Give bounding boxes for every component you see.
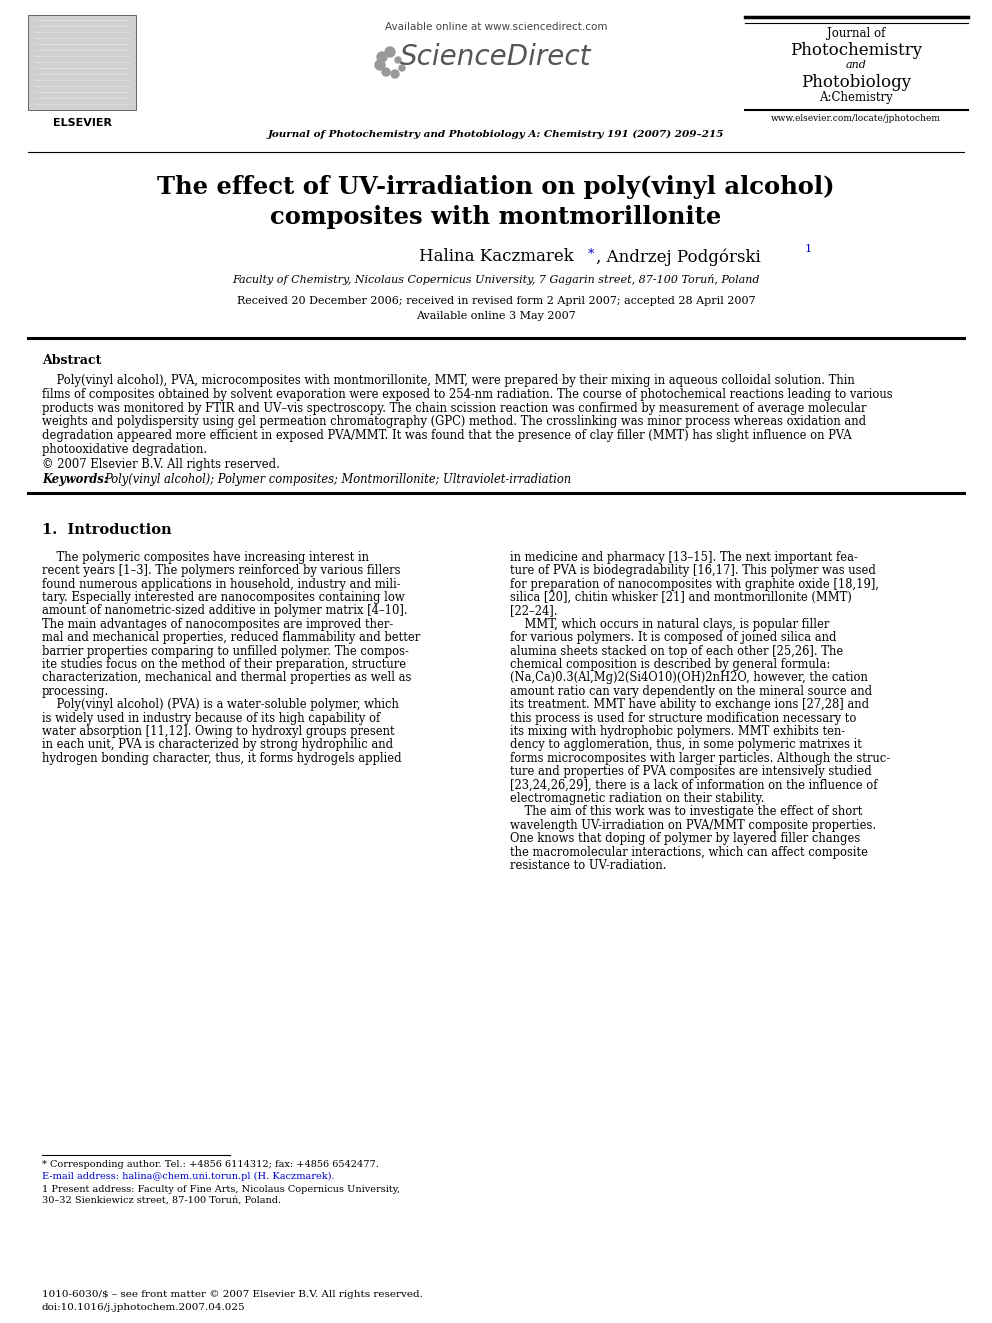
Text: One knows that doping of polymer by layered filler changes: One knows that doping of polymer by laye… bbox=[510, 832, 860, 845]
Text: The polymeric composites have increasing interest in: The polymeric composites have increasing… bbox=[42, 550, 369, 564]
Text: tary. Especially interested are nanocomposites containing low: tary. Especially interested are nanocomp… bbox=[42, 591, 405, 605]
Text: in medicine and pharmacy [13–15]. The next important fea-: in medicine and pharmacy [13–15]. The ne… bbox=[510, 550, 858, 564]
Text: The effect of UV-irradiation on poly(vinyl alcohol): The effect of UV-irradiation on poly(vin… bbox=[158, 175, 834, 198]
Text: MMT, which occurs in natural clays, is popular filler: MMT, which occurs in natural clays, is p… bbox=[510, 618, 829, 631]
Text: this process is used for structure modification necessary to: this process is used for structure modif… bbox=[510, 712, 856, 725]
Text: the macromolecular interactions, which can affect composite: the macromolecular interactions, which c… bbox=[510, 845, 868, 859]
Text: Poly(vinyl alcohol); Polymer composites; Montmorillonite; Ultraviolet-irradiatio: Poly(vinyl alcohol); Polymer composites;… bbox=[104, 472, 571, 486]
Text: electromagnetic radiation on their stability.: electromagnetic radiation on their stabi… bbox=[510, 792, 765, 804]
Text: ite studies focus on the method of their preparation, structure: ite studies focus on the method of their… bbox=[42, 658, 406, 671]
Text: Poly(vinyl alcohol) (PVA) is a water-soluble polymer, which: Poly(vinyl alcohol) (PVA) is a water-sol… bbox=[42, 699, 399, 712]
Text: resistance to UV-radiation.: resistance to UV-radiation. bbox=[510, 859, 667, 872]
Text: Available online at www.sciencedirect.com: Available online at www.sciencedirect.co… bbox=[385, 22, 607, 32]
Text: for preparation of nanocomposites with graphite oxide [18,19],: for preparation of nanocomposites with g… bbox=[510, 578, 879, 590]
Text: 30–32 Sienkiewicz street, 87-100 Toruń, Poland.: 30–32 Sienkiewicz street, 87-100 Toruń, … bbox=[42, 1196, 281, 1205]
Bar bbox=[28, 15, 136, 110]
Text: 1: 1 bbox=[805, 243, 812, 254]
Text: E-mail address: halina@chem.uni.torun.pl (H. Kaczmarek).: E-mail address: halina@chem.uni.torun.pl… bbox=[42, 1172, 334, 1181]
Text: wavelength UV-irradiation on PVA/MMT composite properties.: wavelength UV-irradiation on PVA/MMT com… bbox=[510, 819, 876, 832]
Text: characterization, mechanical and thermal properties as well as: characterization, mechanical and thermal… bbox=[42, 671, 412, 684]
Text: photooxidative degradation.: photooxidative degradation. bbox=[42, 443, 207, 456]
Circle shape bbox=[377, 52, 387, 62]
Text: barrier properties comparing to unfilled polymer. The compos-: barrier properties comparing to unfilled… bbox=[42, 644, 409, 658]
Text: doi:10.1016/j.jphotochem.2007.04.025: doi:10.1016/j.jphotochem.2007.04.025 bbox=[42, 1303, 246, 1312]
Text: * Corresponding author. Tel.: +4856 6114312; fax: +4856 6542477.: * Corresponding author. Tel.: +4856 6114… bbox=[42, 1160, 379, 1170]
Text: its mixing with hydrophobic polymers. MMT exhibits ten-: its mixing with hydrophobic polymers. MM… bbox=[510, 725, 845, 738]
Text: for various polymers. It is composed of joined silica and: for various polymers. It is composed of … bbox=[510, 631, 836, 644]
Text: amount of nanometric-sized additive in polymer matrix [4–10].: amount of nanometric-sized additive in p… bbox=[42, 605, 408, 618]
Circle shape bbox=[395, 57, 401, 64]
Text: Photochemistry: Photochemistry bbox=[790, 42, 922, 60]
Text: dency to agglomeration, thus, in some polymeric matrixes it: dency to agglomeration, thus, in some po… bbox=[510, 738, 862, 751]
Text: mal and mechanical properties, reduced flammability and better: mal and mechanical properties, reduced f… bbox=[42, 631, 421, 644]
Text: ture and properties of PVA composites are intensively studied: ture and properties of PVA composites ar… bbox=[510, 765, 872, 778]
Text: , Andrzej Podgórski: , Andrzej Podgórski bbox=[596, 247, 761, 266]
Text: Journal of Photochemistry and Photobiology A: Chemistry 191 (2007) 209–215: Journal of Photochemistry and Photobiolo… bbox=[268, 130, 724, 139]
Text: products was monitored by FTIR and UV–vis spectroscopy. The chain scission react: products was monitored by FTIR and UV–vi… bbox=[42, 402, 866, 414]
Text: alumina sheets stacked on top of each other [25,26]. The: alumina sheets stacked on top of each ot… bbox=[510, 644, 843, 658]
Text: Journal of: Journal of bbox=[826, 26, 885, 40]
Text: silica [20], chitin whisker [21] and montmorillonite (MMT): silica [20], chitin whisker [21] and mon… bbox=[510, 591, 852, 605]
Text: *: * bbox=[588, 247, 594, 261]
Text: amount ratio can vary dependently on the mineral source and: amount ratio can vary dependently on the… bbox=[510, 685, 872, 697]
Text: composites with montmorillonite: composites with montmorillonite bbox=[271, 205, 721, 229]
Text: Halina Kaczmarek: Halina Kaczmarek bbox=[419, 247, 573, 265]
Text: 1 Present address: Faculty of Fine Arts, Nicolaus Copernicus University,: 1 Present address: Faculty of Fine Arts,… bbox=[42, 1185, 400, 1193]
Text: chemical composition is described by general formula:: chemical composition is described by gen… bbox=[510, 658, 830, 671]
Text: Keywords:: Keywords: bbox=[42, 472, 116, 486]
Text: The aim of this work was to investigate the effect of short: The aim of this work was to investigate … bbox=[510, 806, 862, 819]
Text: A:Chemistry: A:Chemistry bbox=[819, 91, 893, 105]
Text: Abstract: Abstract bbox=[42, 355, 101, 366]
Text: processing.: processing. bbox=[42, 685, 109, 697]
Text: 1010-6030/$ – see front matter © 2007 Elsevier B.V. All rights reserved.: 1010-6030/$ – see front matter © 2007 El… bbox=[42, 1290, 423, 1299]
Text: Received 20 December 2006; received in revised form 2 April 2007; accepted 28 Ap: Received 20 December 2006; received in r… bbox=[237, 296, 755, 306]
Text: (Na,Ca)0.3(Al,Mg)2(Si4O10)(OH)2nH2O, however, the cation: (Na,Ca)0.3(Al,Mg)2(Si4O10)(OH)2nH2O, how… bbox=[510, 671, 868, 684]
Circle shape bbox=[375, 60, 385, 70]
Text: The main advantages of nanocomposites are improved ther-: The main advantages of nanocomposites ar… bbox=[42, 618, 393, 631]
Text: Photobiology: Photobiology bbox=[801, 74, 911, 91]
Text: is widely used in industry because of its high capability of: is widely used in industry because of it… bbox=[42, 712, 380, 725]
Text: [23,24,26,29], there is a lack of information on the influence of: [23,24,26,29], there is a lack of inform… bbox=[510, 779, 878, 791]
Text: Poly(vinyl alcohol), PVA, microcomposites with montmorillonite, MMT, were prepar: Poly(vinyl alcohol), PVA, microcomposite… bbox=[42, 374, 855, 388]
Text: ScienceDirect: ScienceDirect bbox=[400, 44, 592, 71]
Circle shape bbox=[399, 65, 405, 71]
Text: www.elsevier.com/locate/jphotochem: www.elsevier.com/locate/jphotochem bbox=[771, 114, 941, 123]
Text: recent years [1–3]. The polymers reinforced by various fillers: recent years [1–3]. The polymers reinfor… bbox=[42, 564, 401, 577]
Text: forms microcomposites with larger particles. Although the struc-: forms microcomposites with larger partic… bbox=[510, 751, 890, 765]
Text: water absorption [11,12]. Owing to hydroxyl groups present: water absorption [11,12]. Owing to hydro… bbox=[42, 725, 395, 738]
Text: [22–24].: [22–24]. bbox=[510, 605, 558, 618]
Text: Available online 3 May 2007: Available online 3 May 2007 bbox=[416, 311, 576, 321]
Text: in each unit, PVA is characterized by strong hydrophilic and: in each unit, PVA is characterized by st… bbox=[42, 738, 393, 751]
Text: and: and bbox=[845, 60, 866, 70]
Text: Faculty of Chemistry, Nicolaus Copernicus University, 7 Gagarin street, 87-100 T: Faculty of Chemistry, Nicolaus Copernicu… bbox=[232, 274, 760, 284]
Circle shape bbox=[391, 70, 399, 78]
Text: hydrogen bonding character, thus, it forms hydrogels applied: hydrogen bonding character, thus, it for… bbox=[42, 751, 402, 765]
Text: ture of PVA is biodegradability [16,17]. This polymer was used: ture of PVA is biodegradability [16,17].… bbox=[510, 564, 876, 577]
Text: 1.  Introduction: 1. Introduction bbox=[42, 523, 172, 537]
Text: degradation appeared more efficient in exposed PVA/MMT. It was found that the pr: degradation appeared more efficient in e… bbox=[42, 429, 851, 442]
Text: found numerous applications in household, industry and mili-: found numerous applications in household… bbox=[42, 578, 401, 590]
Text: its treatment. MMT have ability to exchange ions [27,28] and: its treatment. MMT have ability to excha… bbox=[510, 699, 869, 712]
Text: weights and polydispersity using gel permeation chromatography (GPC) method. The: weights and polydispersity using gel per… bbox=[42, 415, 866, 429]
Text: © 2007 Elsevier B.V. All rights reserved.: © 2007 Elsevier B.V. All rights reserved… bbox=[42, 458, 280, 471]
Text: ELSEVIER: ELSEVIER bbox=[53, 118, 111, 128]
Circle shape bbox=[385, 48, 395, 57]
Text: films of composites obtained by solvent evaporation were exposed to 254-nm radia: films of composites obtained by solvent … bbox=[42, 388, 893, 401]
Circle shape bbox=[382, 67, 390, 75]
